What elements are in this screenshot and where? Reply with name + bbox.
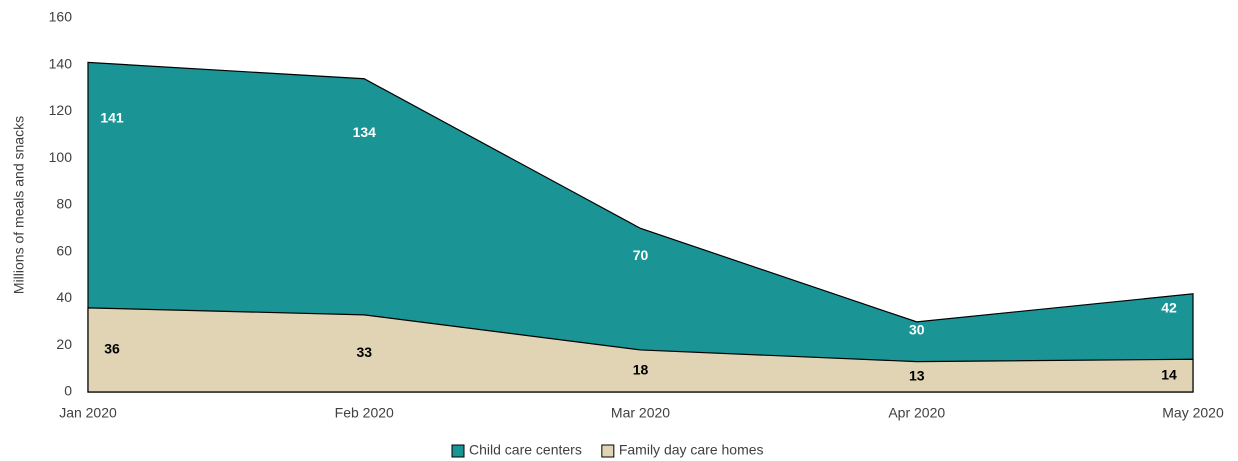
y-tick-label: 80 bbox=[56, 196, 72, 212]
x-tick-label: May 2020 bbox=[1162, 405, 1224, 421]
x-tick-label: Mar 2020 bbox=[611, 405, 670, 421]
data-label: 42 bbox=[1161, 300, 1177, 316]
y-tick-label: 40 bbox=[56, 289, 72, 305]
y-axis-label: Millions of meals and snacks bbox=[11, 116, 27, 294]
y-tick-label: 160 bbox=[49, 9, 73, 25]
data-label: 141 bbox=[100, 110, 124, 126]
x-tick-label: Feb 2020 bbox=[335, 405, 394, 421]
data-label: 14 bbox=[1161, 366, 1177, 382]
x-tick-label: Jan 2020 bbox=[59, 405, 117, 421]
y-tick-label: 0 bbox=[64, 383, 72, 399]
data-label: 70 bbox=[633, 247, 649, 263]
legend-swatch bbox=[601, 444, 615, 458]
area bbox=[87, 307, 1194, 393]
legend-label: Family day care homes bbox=[619, 442, 764, 458]
data-label: 36 bbox=[104, 341, 120, 357]
y-tick-label: 20 bbox=[56, 336, 72, 352]
legend-label: Child care centers bbox=[469, 442, 582, 458]
y-tick-label: 60 bbox=[56, 242, 72, 258]
data-label: 18 bbox=[633, 362, 649, 378]
y-tick-label: 140 bbox=[49, 55, 73, 71]
y-tick-label: 100 bbox=[49, 149, 73, 165]
data-label: 33 bbox=[356, 344, 372, 360]
data-label: 13 bbox=[909, 368, 925, 384]
legend-swatch bbox=[451, 444, 465, 458]
x-tick-label: Apr 2020 bbox=[888, 405, 945, 421]
data-label: 30 bbox=[909, 322, 925, 338]
y-tick-label: 120 bbox=[49, 102, 73, 118]
data-label: 134 bbox=[353, 124, 377, 140]
